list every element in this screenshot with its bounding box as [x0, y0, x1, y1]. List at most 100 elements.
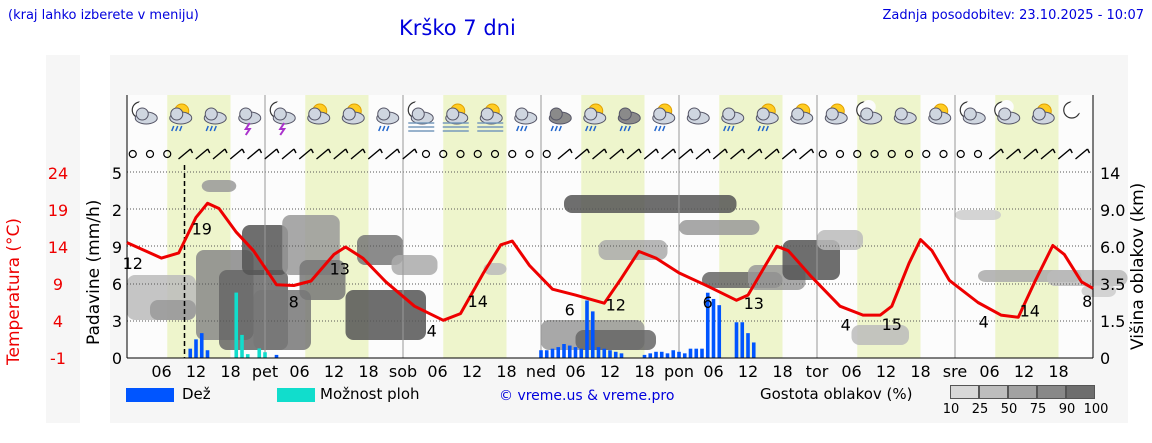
wind-barb-tick — [759, 148, 763, 154]
wind-barb — [988, 148, 1002, 160]
temperature-label: 4 — [427, 322, 437, 341]
rain-bar — [694, 348, 699, 358]
wind-barb — [298, 148, 312, 160]
temperature-tick: 4 — [53, 312, 63, 331]
temperature-label: 13 — [744, 294, 764, 313]
rain-swatch — [126, 388, 174, 402]
sun-cloud-rain-icon — [583, 103, 607, 132]
rain-bar — [642, 354, 647, 358]
rain-drop — [382, 125, 386, 132]
wind-barb — [367, 148, 381, 160]
rain-drop — [209, 125, 213, 132]
wind-barb — [247, 148, 260, 160]
cloud-height-tick: 0 — [1100, 349, 1110, 368]
daylight-band — [995, 95, 1059, 358]
cloud-density-label: Gostota oblakov (%) — [760, 385, 913, 403]
x-tick-label: 06 — [151, 362, 171, 381]
sun-cloud-icon — [824, 103, 848, 125]
wind-barb-tick — [345, 148, 349, 154]
wind-barb — [661, 148, 674, 160]
wind-barb-tick — [396, 148, 401, 154]
x-tick-label: 06 — [427, 362, 447, 381]
temperature-label: 14 — [1020, 302, 1040, 321]
wind-barb — [592, 148, 605, 160]
temperature-label: 6 — [565, 301, 575, 320]
wind-calm-symbol — [525, 149, 534, 159]
wind-barb-tick — [776, 148, 780, 154]
cloud-height-tick: 6.0 — [1100, 238, 1125, 257]
rain-bar — [274, 354, 279, 358]
rain-drop — [765, 125, 769, 132]
x-tick-label: 06 — [841, 362, 861, 381]
wind-calm-symbol — [542, 149, 551, 159]
rain-bar — [705, 292, 710, 358]
cloud-density-patch — [598, 240, 668, 260]
cloud-height-tick: 14 — [1100, 164, 1120, 183]
cloud-icon — [686, 107, 710, 125]
wind-calm-symbol — [421, 149, 431, 159]
moon-cloud-icon — [856, 100, 883, 125]
wind-calm-symbol — [128, 149, 137, 159]
copyright-link[interactable]: © vreme.us & vreme.pro — [499, 388, 675, 404]
x-tick-label: 18 — [634, 362, 654, 381]
wind-calm-symbol — [490, 149, 500, 159]
wind-barb — [402, 148, 416, 160]
rain-drop — [558, 125, 562, 132]
wind-barb-tick — [1069, 148, 1073, 154]
cloud-height-tick: 1.5 — [1100, 312, 1125, 331]
wind-barb — [385, 148, 398, 160]
cloud-density-patch — [679, 220, 760, 235]
density-swatch — [1008, 385, 1037, 399]
wind-barb — [712, 148, 726, 160]
cloud-puff — [998, 107, 1012, 121]
sun-cloud-rain-icon — [169, 103, 193, 132]
cloud-puff — [549, 107, 563, 121]
precip-axis-title: Padavine (mm/h) — [84, 199, 104, 345]
temperature-axis-title: Temperatura (°C) — [4, 217, 24, 365]
wind-calm-symbol — [922, 149, 931, 159]
rain-bar — [602, 348, 607, 358]
rain-drop — [554, 125, 558, 132]
wind-barb-tick — [1017, 148, 1022, 154]
wind-barb-tick — [379, 148, 383, 154]
wind-barb — [678, 148, 692, 160]
wind-calm-symbol — [508, 149, 517, 159]
wind-calm-symbol — [956, 149, 965, 159]
x-tick-label: 12 — [600, 362, 620, 381]
cloud-puff — [653, 107, 667, 121]
sun-cloud-rain-icon — [652, 103, 676, 132]
sun-cloud-icon — [1031, 103, 1055, 125]
wind-barb-tick — [362, 148, 366, 154]
cloud-puff — [377, 107, 391, 121]
rain-bar — [751, 342, 756, 358]
x-tick-label: sob — [389, 362, 417, 381]
wind-barb-tick — [327, 148, 332, 154]
x-tick-label: 18 — [220, 362, 240, 381]
cloud-rain-icon — [721, 107, 745, 132]
cloud-heavy-rain-icon — [548, 107, 572, 132]
last-updated: Zadnja posodobitev: 23.10.2025 - 10:07 — [882, 8, 1144, 23]
sun-cloud-icon — [341, 103, 365, 125]
cloud-puff — [480, 107, 494, 121]
cloud-height-tick: 3.5 — [1100, 275, 1125, 294]
rain-drop — [662, 125, 666, 132]
cloud-puff — [446, 107, 460, 121]
page-title: Krško 7 dni — [399, 16, 516, 40]
density-swatch — [1037, 385, 1066, 399]
rain-legend-label: Dež — [182, 385, 211, 403]
wind-barb-tick — [224, 148, 228, 154]
temperature-label: 13 — [330, 260, 350, 279]
cloud-density-patch — [391, 255, 438, 275]
rain-bar — [659, 351, 664, 358]
wind-barb — [626, 148, 640, 160]
rain-drop — [757, 125, 761, 132]
x-tick-label: tor — [806, 362, 829, 381]
wind-barb — [212, 148, 226, 160]
cloud-axis-title-holder: Višina oblakov (km) — [1128, 183, 1152, 351]
cloud-density-patch — [851, 325, 909, 345]
sun-cloud-rain-icon — [755, 103, 779, 132]
precip-tick: 2 — [112, 201, 122, 220]
cloud-density-patch — [299, 260, 346, 300]
wind-barb-tick — [603, 148, 608, 154]
cloud-density-patch — [817, 230, 863, 250]
